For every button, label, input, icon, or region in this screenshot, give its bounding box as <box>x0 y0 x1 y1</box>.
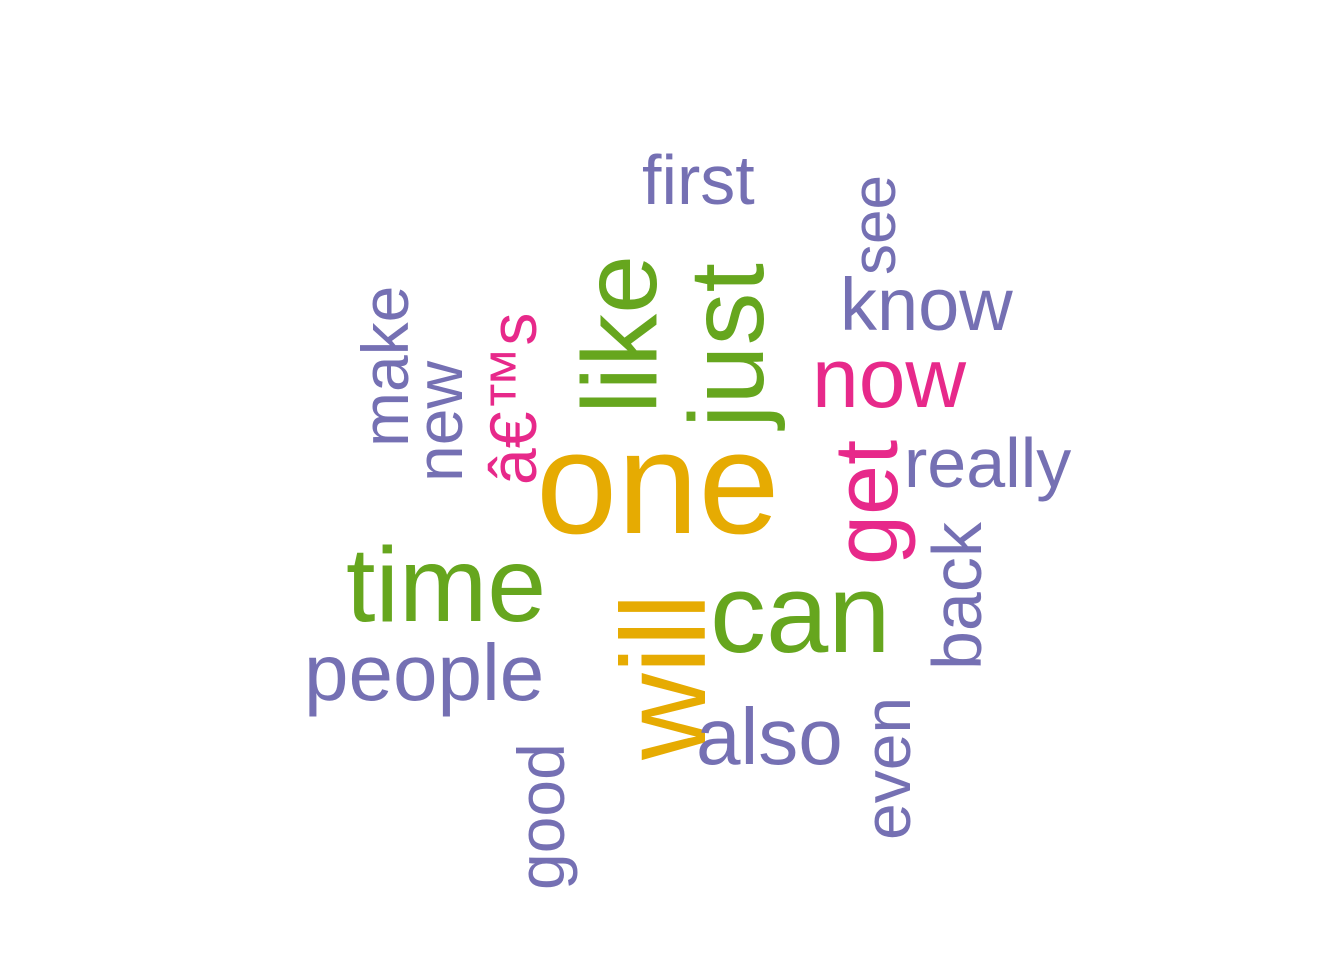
word-now: now <box>812 331 967 425</box>
word-know: know <box>840 263 1013 346</box>
word-good: good <box>504 743 578 890</box>
word-new: new <box>402 360 476 482</box>
word-also: also <box>696 692 843 781</box>
word-people: people <box>304 628 545 717</box>
word-one: one <box>536 401 780 564</box>
word-can: can <box>710 551 891 676</box>
word-time: time <box>346 526 547 644</box>
word-just: just <box>668 263 786 428</box>
word-get: get <box>817 439 917 565</box>
word-really: really <box>904 424 1072 502</box>
word-first: first <box>642 141 755 219</box>
word-even: even <box>850 696 924 840</box>
word-back: back <box>918 522 996 670</box>
word-apos-s: â€™s <box>476 312 550 485</box>
word-see: see <box>840 175 909 275</box>
word-like: like <box>561 254 679 414</box>
